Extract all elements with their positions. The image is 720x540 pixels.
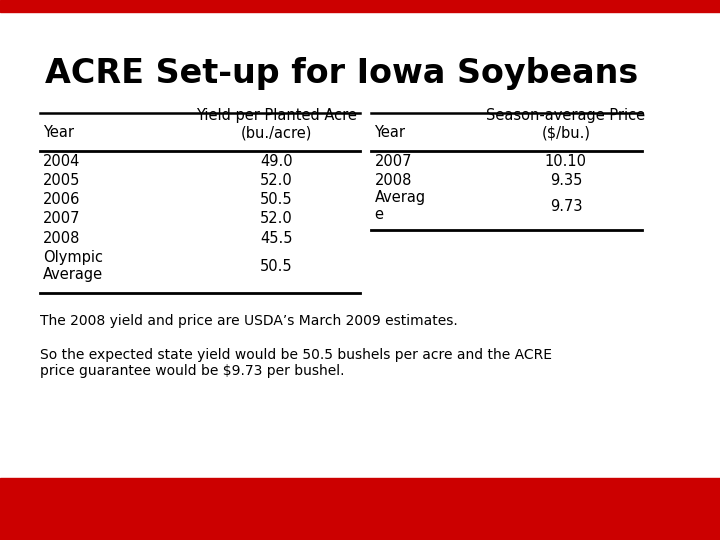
- Text: 2004: 2004: [43, 154, 81, 170]
- Text: Season-average Price
($/bu.): Season-average Price ($/bu.): [486, 108, 646, 140]
- Text: 9.35: 9.35: [550, 173, 582, 188]
- Text: The 2008 yield and price are USDA’s March 2009 estimates.: The 2008 yield and price are USDA’s Marc…: [40, 314, 457, 328]
- Text: 10.10: 10.10: [545, 154, 587, 170]
- Bar: [0, 478, 720, 540]
- Text: 2008: 2008: [43, 231, 81, 246]
- Text: Iowa State University: Iowa State University: [20, 494, 236, 512]
- Text: ACRE Set-up for Iowa Soybeans: ACRE Set-up for Iowa Soybeans: [45, 57, 638, 90]
- Text: Year: Year: [374, 125, 405, 140]
- Text: 2007: 2007: [43, 211, 81, 226]
- Text: 2005: 2005: [43, 173, 81, 188]
- Text: Year: Year: [43, 125, 74, 140]
- Text: 45.5: 45.5: [260, 231, 293, 246]
- Text: 50.5: 50.5: [260, 259, 293, 274]
- Text: So the expected state yield would be 50.5 bushels per acre and the ACRE
price gu: So the expected state yield would be 50.…: [40, 348, 552, 379]
- Text: 9.73: 9.73: [549, 199, 582, 214]
- Text: Olympic
Average: Olympic Average: [43, 250, 104, 282]
- Text: 52.0: 52.0: [260, 211, 293, 226]
- Text: 2007: 2007: [374, 154, 412, 170]
- Text: Econ 338C, Spring 2009: Econ 338C, Spring 2009: [20, 517, 162, 530]
- Text: Averag
e: Averag e: [374, 190, 426, 222]
- Text: 2008: 2008: [374, 173, 412, 188]
- Text: 49.0: 49.0: [260, 154, 293, 170]
- Text: 50.5: 50.5: [260, 192, 293, 207]
- Text: 52.0: 52.0: [260, 173, 293, 188]
- Text: 2006: 2006: [43, 192, 81, 207]
- Text: Yield per Planted Acre
(bu./acre): Yield per Planted Acre (bu./acre): [196, 108, 357, 140]
- Bar: [0, 0, 720, 12]
